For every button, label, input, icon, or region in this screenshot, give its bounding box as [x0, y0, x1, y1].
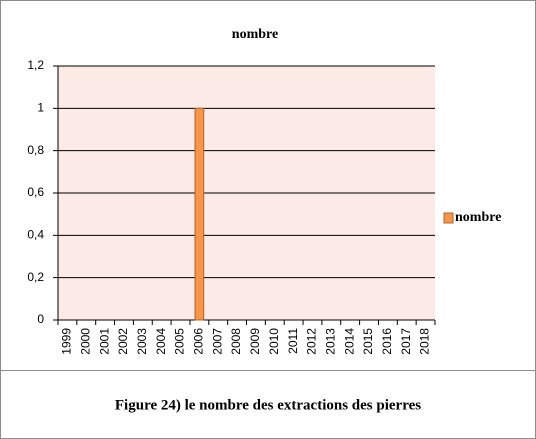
chart-title: nombre — [232, 27, 278, 42]
y-tick-label: 0,8 — [27, 143, 44, 157]
y-tick-label: 0,6 — [27, 185, 44, 199]
caption: Figure 24) le nombre des extractions des… — [115, 397, 421, 413]
x-tick-label: 2002 — [116, 328, 130, 355]
x-tick-label: 2004 — [154, 328, 168, 355]
x-tick-label: 2006 — [192, 328, 206, 355]
x-tick-label: 2013 — [323, 328, 337, 355]
x-tick-label: 2018 — [418, 328, 432, 355]
y-tick-label: 0,2 — [27, 270, 44, 284]
x-tick-label: 2017 — [399, 328, 413, 355]
x-tick-label: 2009 — [248, 328, 262, 355]
x-tick-label: 2000 — [78, 328, 92, 355]
x-tick-label: 2011 — [286, 328, 300, 354]
x-tick-label: 1999 — [60, 328, 74, 355]
y-tick-label: 0,4 — [27, 228, 44, 242]
bar — [194, 107, 205, 321]
x-tick-label: 2001 — [97, 328, 111, 355]
x-tick-label: 2005 — [173, 328, 187, 355]
y-tick-label: 1 — [37, 101, 44, 115]
x-tick-label: 2008 — [229, 328, 243, 355]
x-tick-label: 2014 — [342, 328, 356, 355]
x-tick-label: 2012 — [305, 328, 319, 355]
x-tick-label: 2003 — [135, 328, 149, 355]
x-tick-label: 2015 — [361, 328, 375, 355]
x-tick-label: 2010 — [267, 328, 281, 355]
legend-swatch — [443, 212, 454, 224]
y-tick-label: 0 — [37, 312, 44, 326]
y-tick-label: 1,2 — [27, 58, 44, 72]
legend-label: nombre — [455, 210, 501, 225]
x-tick-label: 2016 — [380, 328, 394, 355]
x-tick-label: 2007 — [210, 328, 224, 355]
